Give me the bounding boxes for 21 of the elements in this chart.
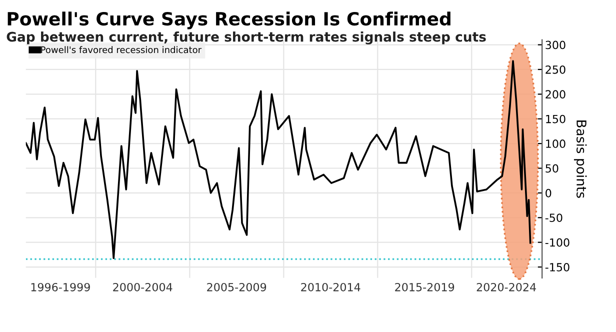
legend-label: Powell's favored recession indicator [41, 46, 202, 54]
y-tick-label: 150 [546, 114, 566, 124]
y-tick-label: 200 [546, 90, 566, 99]
x-tick-label: 2010-2014 [301, 282, 360, 292]
x-tick-label: 2020-2024 [476, 282, 536, 292]
line-series [26, 60, 532, 260]
x-tick-label: 1996-1999 [31, 282, 90, 292]
y-tick-label: -150 [545, 262, 570, 272]
y-tick-label: -100 [545, 238, 570, 247]
x-tick-label: 2000-2004 [113, 282, 172, 292]
y-tick-label: 300 [546, 40, 566, 50]
x-tick-label: 2005-2009 [207, 282, 266, 292]
chart-title: Powell's Curve Says Recession Is Confirmed [8, 12, 450, 30]
y-tick-label: 250 [546, 65, 566, 74]
y-axis-title: Basis points [574, 120, 587, 198]
y-tick-label: 50 [546, 164, 558, 173]
y-tick-label: 100 [546, 140, 566, 148]
chart-subtitle: Gap between current, future short-term rates signals steep cuts [6, 32, 486, 44]
x-tick-label: 2015-2019 [395, 282, 454, 292]
y-tick-label: 0 [546, 188, 552, 198]
y-tick-label: -50 [545, 214, 562, 222]
